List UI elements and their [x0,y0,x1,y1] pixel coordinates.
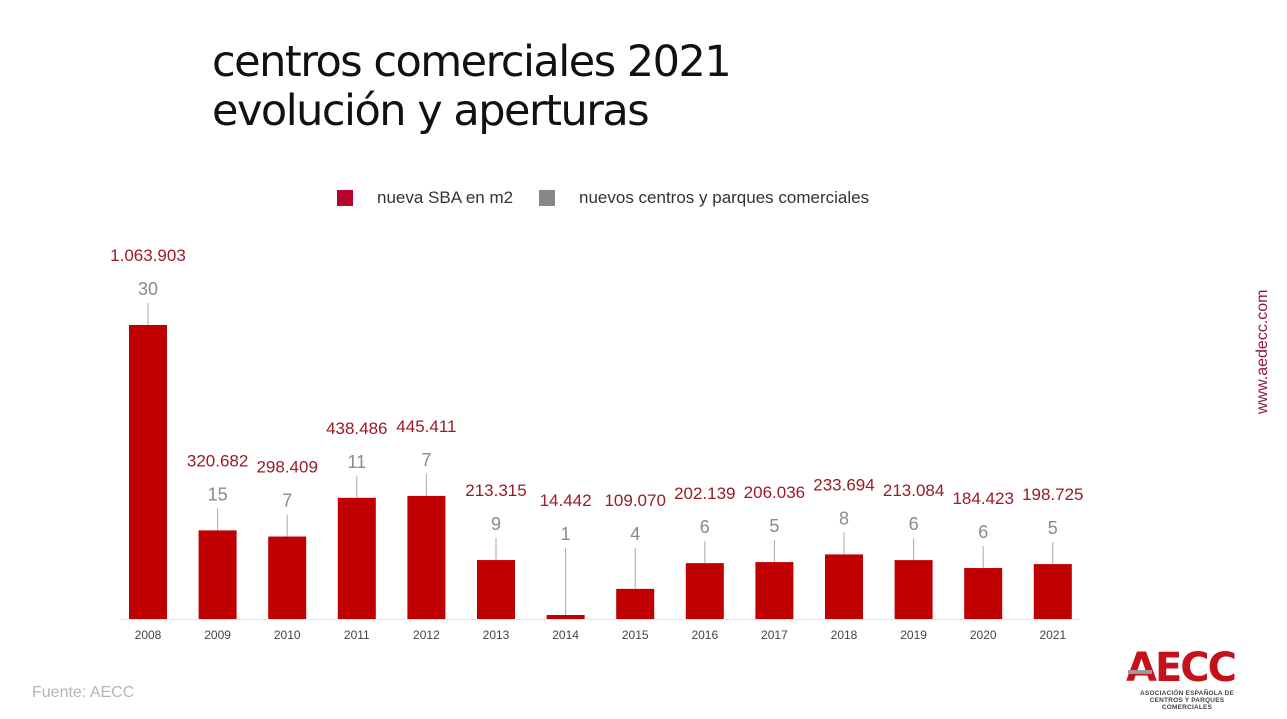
count-label-2014: 1 [561,524,571,544]
count-label-2020: 6 [978,522,988,542]
x-tick-label-2012: 2012 [413,628,440,642]
x-tick-label-2017: 2017 [761,628,788,642]
x-tick-label-2008: 2008 [135,628,162,642]
bar-2012 [407,495,446,619]
legend-item-sba: nueva SBA en m2 [337,188,513,208]
count-label-2021: 5 [1048,518,1058,538]
bar-2020 [964,568,1003,619]
count-label-2016: 6 [700,517,710,537]
bar-2014 [546,615,585,619]
bar-2019 [894,560,933,619]
bar-2009 [198,530,237,619]
sba-label-2014: 14.442 [540,491,592,510]
sba-label-2011: 438.486 [326,419,387,438]
bar-2017 [755,562,794,619]
count-label-2019: 6 [909,514,919,534]
x-tick-label-2018: 2018 [831,628,858,642]
legend-swatch-sba [337,190,353,206]
x-tick-label-2019: 2019 [900,628,927,642]
count-label-2018: 8 [839,508,849,528]
source-note: Fuente: AECC [32,684,135,701]
sba-label-2020: 184.423 [952,489,1013,508]
legend-label-sba: nueva SBA en m2 [377,188,514,207]
x-tick-label-2014: 2014 [552,628,579,642]
legend-item-centros: nuevos centros y parques comerciales [539,188,869,208]
sba-label-2017: 206.036 [744,483,805,502]
bar-2008 [129,325,167,619]
sba-label-2021: 198.725 [1022,485,1083,504]
count-label-2013: 9 [491,514,501,534]
count-label-2017: 5 [769,516,779,536]
x-tick-label-2015: 2015 [622,628,649,642]
x-tick-label-2020: 2020 [970,628,997,642]
count-label-2015: 4 [630,524,640,544]
sba-label-2018: 233.694 [813,475,874,494]
bar-2013 [477,560,515,619]
sba-label-2016: 202.139 [674,484,735,503]
sba-label-2009: 320.682 [187,451,248,470]
logo-wordmark: AECC [1126,645,1237,691]
count-label-2008: 30 [138,279,158,299]
chart-title: centros comerciales 2021 evolución y ape… [212,37,732,136]
bar-2010 [268,536,307,619]
x-tick-label-2010: 2010 [274,628,301,642]
logo-subtitle: Asociación Española de Centros y Parques … [1140,690,1234,711]
sba-label-2015: 109.070 [604,491,665,510]
count-label-2009: 15 [208,484,228,504]
sba-label-2019: 213.084 [883,481,944,500]
sba-label-2010: 298.409 [256,458,317,477]
aecc-logo: AECC Asociación Española de Centros y Par… [1126,645,1244,711]
count-label-2012: 7 [421,450,431,470]
x-tick-label-2016: 2016 [691,628,718,642]
title-line-2: evolución y aperturas [212,86,650,136]
x-tick-label-2011: 2011 [344,628,370,642]
count-label-2011: 11 [347,452,366,472]
sba-label-2008: 1.063.903 [110,246,186,265]
legend-swatch-centros [539,190,555,206]
legend-label-centros: nuevos centros y parques comerciales [579,188,870,207]
count-label-2010: 7 [282,491,292,511]
bar-2021 [1033,564,1072,619]
sba-label-2013: 213.315 [465,481,526,500]
logo-stripe [1128,670,1152,674]
sba-label-2012: 445.411 [396,417,456,436]
x-tick-label-2013: 2013 [483,628,510,642]
title-line-1: centros comerciales 2021 [212,37,732,87]
bar-2016 [685,563,724,619]
x-tick-label-2009: 2009 [204,628,231,642]
bar-2011 [337,497,376,619]
x-tick-label-2021: 2021 [1039,628,1066,642]
bar-2018 [825,554,863,619]
bar-2015 [616,588,655,619]
website-link[interactable]: www.aedecc.com [1254,289,1271,415]
